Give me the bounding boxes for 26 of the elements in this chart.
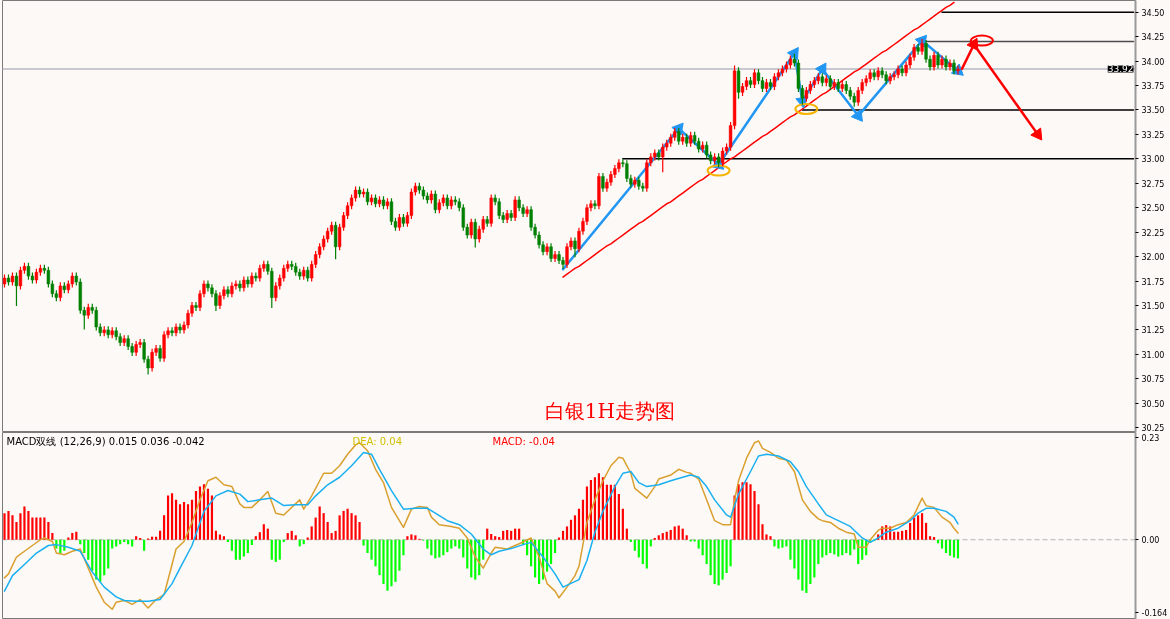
y-tick-label: 30.75 — [1141, 375, 1165, 385]
y-tick-label: 34.00 — [1141, 57, 1165, 67]
y-tick-label: 34.50 — [1141, 8, 1165, 18]
y-tick-label: 32.50 — [1141, 204, 1165, 214]
y-tick-label: 30.25 — [1141, 424, 1165, 434]
chart-title: MACD双线 (12,26,9) 0.015 0.036 -0.042 — [6, 436, 205, 447]
y-tick-label: 32.25 — [1141, 228, 1165, 238]
y-tick-label: 31.50 — [1141, 301, 1165, 311]
y-tick-label: 33.75 — [1141, 82, 1165, 92]
y-tick-label: 33.00 — [1141, 155, 1165, 165]
text: 白银1H走势图 — [544, 398, 675, 423]
annotation: MACD: -0.04 — [492, 436, 555, 447]
y-tick-label: 31.75 — [1141, 277, 1165, 287]
y-tick-label: 34.25 — [1141, 33, 1165, 43]
ref-line-label: 33.92 — [1107, 64, 1134, 75]
y-tick-label: -0.164 — [1141, 608, 1168, 618]
y-tick-label: 0.23 — [1141, 434, 1160, 444]
y-tick-label: 30.50 — [1141, 399, 1165, 409]
y-tick-label: 32.00 — [1141, 253, 1165, 263]
y-tick-label: 0.00 — [1141, 536, 1160, 546]
y-tick-label: 32.75 — [1141, 179, 1165, 189]
y-tick-label: 31.00 — [1141, 350, 1165, 360]
annotation: DEA: 0.04 — [352, 436, 402, 447]
y-tick-label: 31.25 — [1141, 326, 1165, 336]
y-tick-label: 33.50 — [1141, 106, 1165, 116]
y-tick-label: 33.25 — [1141, 130, 1165, 140]
